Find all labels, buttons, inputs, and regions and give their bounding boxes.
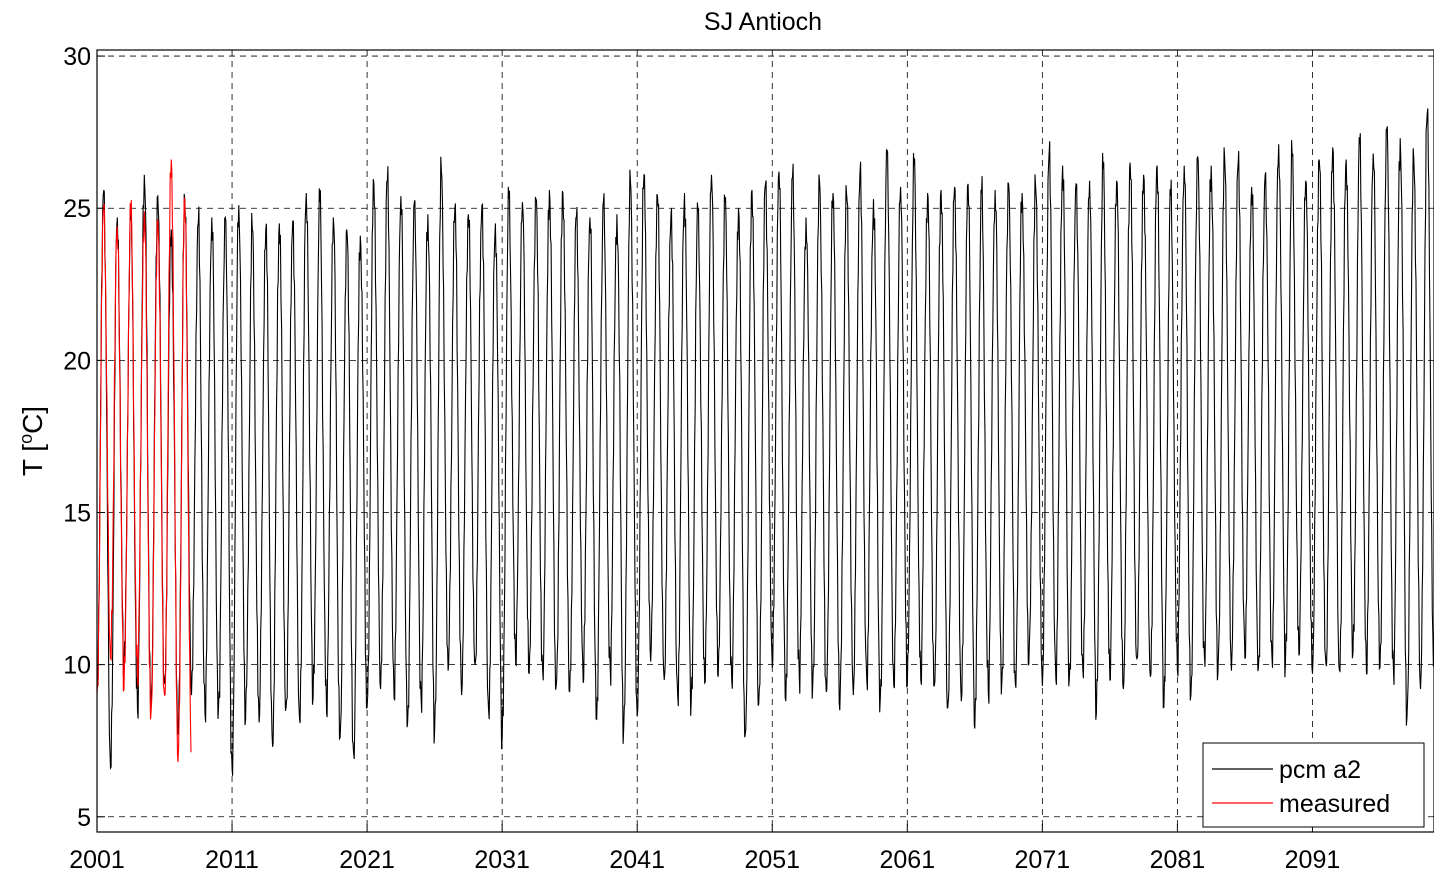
series-line-measured (96, 159, 192, 763)
y-tick-label: 25 (63, 195, 91, 223)
y-tick-label: 15 (63, 500, 91, 528)
x-tick-label: 2091 (1285, 846, 1341, 874)
x-tick-label: 2021 (339, 846, 395, 874)
y-tick-label: 30 (63, 43, 91, 71)
y-tick-label: 10 (63, 652, 91, 680)
x-tick-label: 2001 (69, 846, 125, 874)
x-tick-label: 2081 (1150, 846, 1206, 874)
x-tick-label: 2011 (205, 846, 259, 874)
y-tick-label: 5 (77, 804, 91, 832)
grid-lines (96, 50, 1434, 832)
x-tick-label: 2041 (609, 846, 665, 874)
series-pcm-a2 (96, 108, 1434, 776)
y-axis-label: T [oC] (16, 406, 48, 476)
x-tick-label: 2071 (1015, 846, 1071, 874)
legend: pcm a2 measured (1202, 742, 1425, 828)
series-line-pcm-a2 (96, 108, 1434, 776)
plot-area-frame (96, 49, 1434, 833)
y-tick-label: 20 (63, 347, 91, 375)
x-tick-label: 2061 (879, 846, 935, 874)
legend-box (1202, 742, 1425, 828)
chart-title: SJ Antioch (704, 8, 822, 36)
legend-label-measured: measured (1279, 790, 1390, 818)
y-axis: 5 10 15 20 25 30 (63, 43, 105, 832)
x-tick-label: 2031 (474, 846, 530, 874)
legend-label-pcm-a2: pcm a2 (1279, 756, 1361, 784)
x-axis: 2001 2011 2021 2031 2041 2051 2061 2071 2081 2091 (69, 824, 1340, 874)
x-tick-label: 2051 (744, 846, 800, 874)
series-measured (96, 159, 192, 763)
